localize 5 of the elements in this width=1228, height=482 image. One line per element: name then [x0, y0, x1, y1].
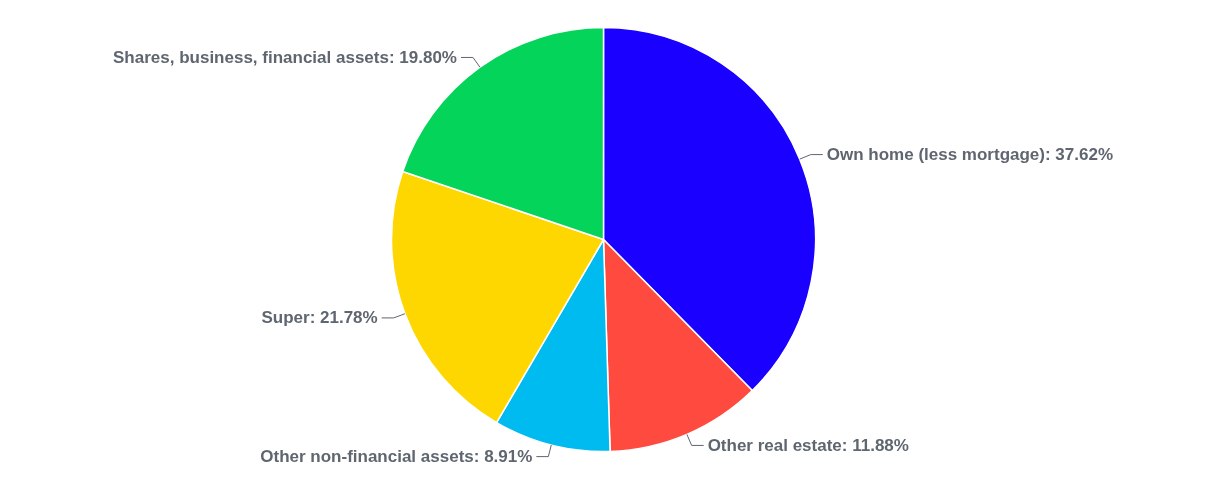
slice-label: Other non-financial assets: 8.91% — [260, 447, 533, 467]
slice-label: Super: 21.78% — [261, 308, 378, 328]
slice-label: Own home (less mortgage): 37.62% — [826, 145, 1114, 165]
slice-label: Shares, business, financial assets: 19.80% — [113, 47, 457, 67]
slice-label: Other real estate: 11.88% — [707, 435, 909, 455]
